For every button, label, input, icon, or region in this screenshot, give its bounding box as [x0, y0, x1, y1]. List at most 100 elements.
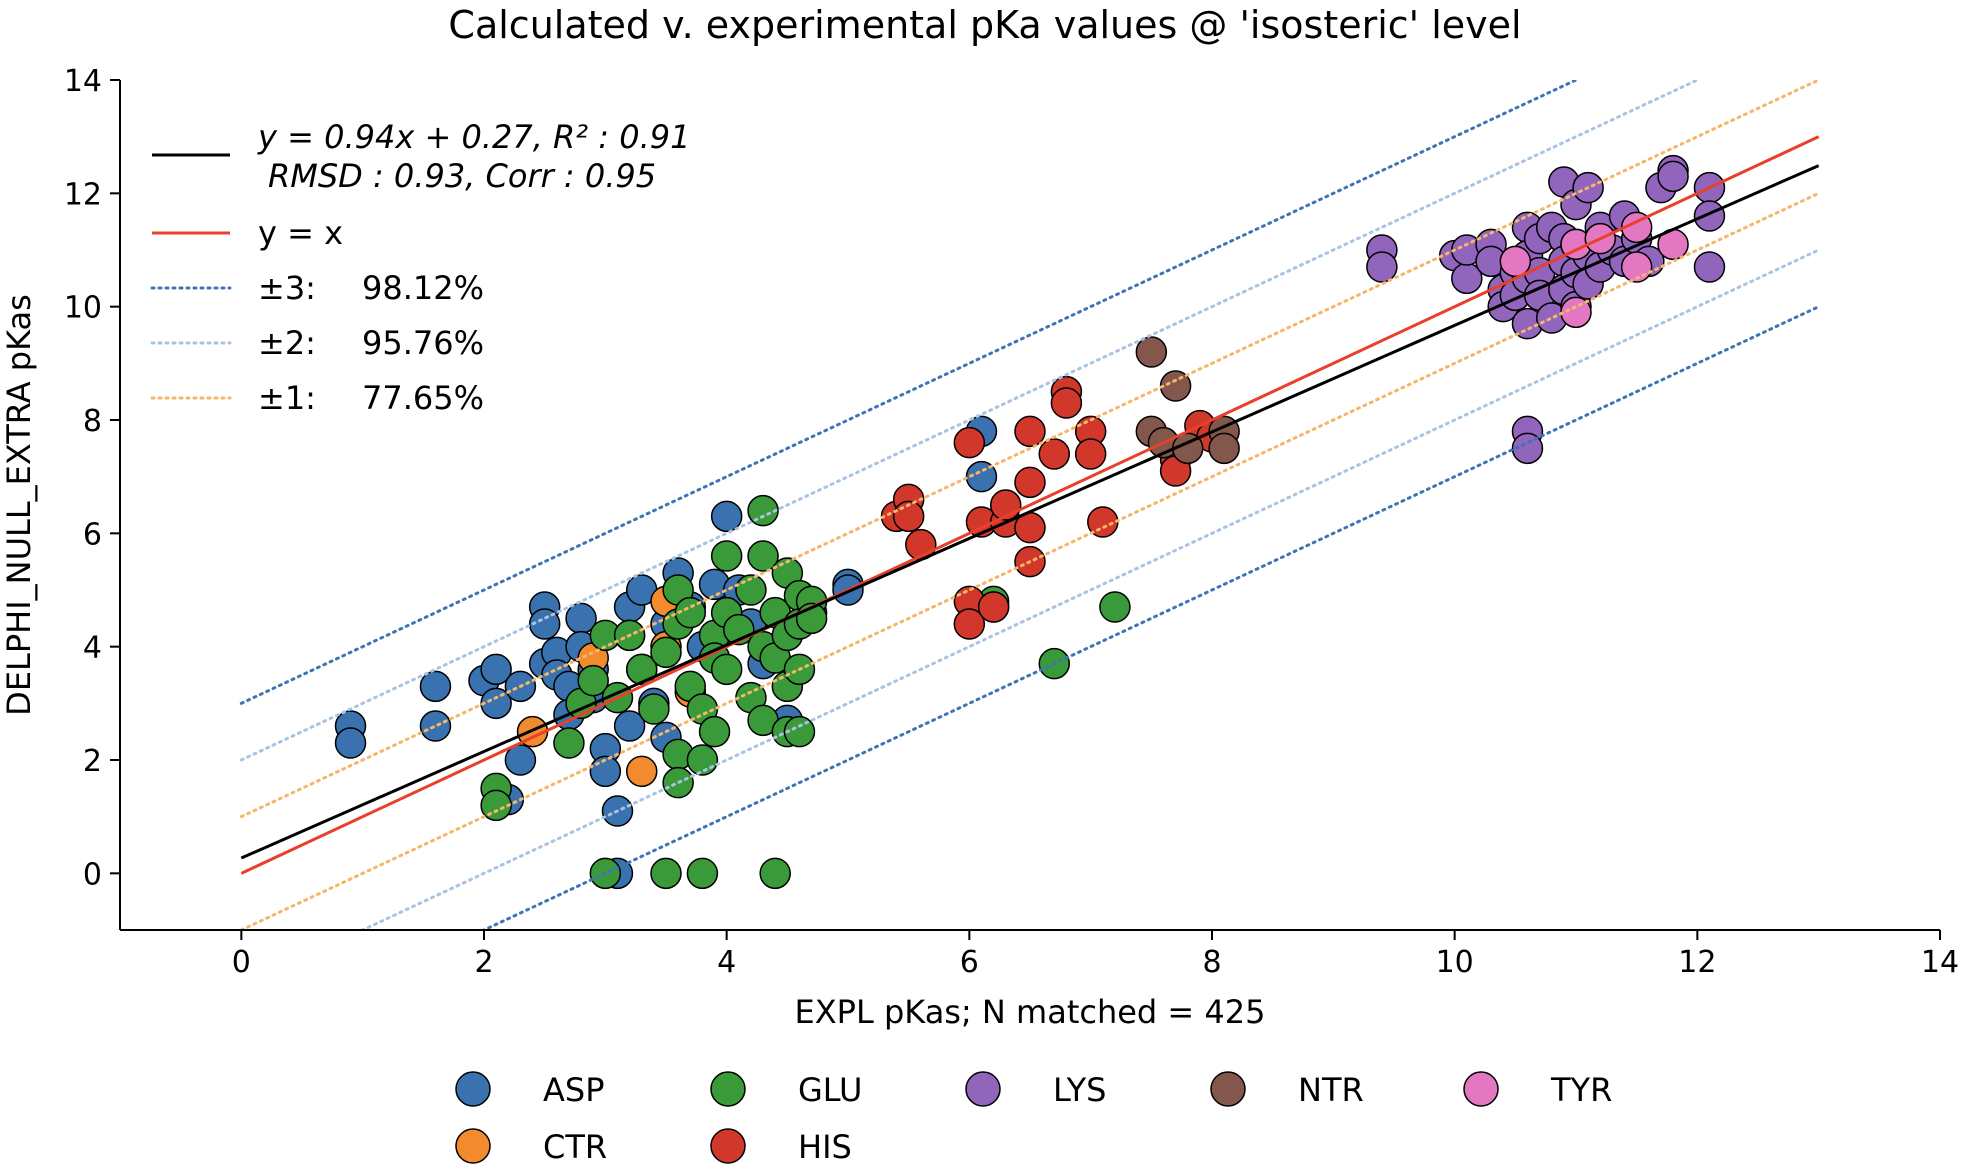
band3-upper-line — [239, 80, 1580, 705]
fit-line — [240, 164, 1820, 860]
y-tick-label: 14 — [64, 64, 102, 99]
point-asp — [334, 727, 367, 759]
y-tick-label: 4 — [83, 631, 102, 666]
y-ticks: 0 2 4 6 8 10 12 14 — [64, 64, 120, 892]
point-his — [977, 591, 1010, 623]
point-glu — [625, 653, 658, 686]
legend-tyr-marker — [1463, 1071, 1499, 1107]
y-tick-label: 6 — [83, 517, 102, 552]
legend-glu-marker — [710, 1071, 746, 1107]
x-tick-label: 6 — [960, 945, 979, 980]
point-asp — [480, 653, 512, 686]
band1-lower-line — [239, 191, 1821, 930]
y-axis-label: DELPHI_NULL_EXTRA pKas — [0, 294, 38, 716]
point-glu — [710, 540, 743, 572]
point-asp — [965, 460, 998, 493]
chart-title: Calculated v. experimental pKa values @ … — [448, 3, 1521, 47]
legend-tyr-label: TYR — [1550, 1071, 1612, 1109]
axes — [119, 80, 1940, 931]
point-asp — [613, 710, 646, 742]
band3-lower-line — [480, 305, 1821, 930]
x-tick-label: 0 — [232, 945, 251, 980]
point-lys — [1693, 200, 1726, 232]
legend-fit-label-line2: RMSD : 0.93, Corr : 0.95 — [268, 157, 656, 195]
legend-band1-value: 77.65% — [362, 379, 484, 417]
legend-asp-label: ASP — [543, 1071, 605, 1109]
x-ticks: 0 2 4 6 8 10 12 14 — [232, 930, 1959, 980]
point-lys — [1693, 251, 1726, 283]
point-asp — [504, 744, 537, 776]
point-glu — [480, 789, 512, 822]
legend-ntr-label: NTR — [1298, 1071, 1364, 1109]
identity-line — [240, 135, 1820, 875]
reference-lines — [239, 80, 1821, 930]
point-tyr — [1499, 245, 1532, 278]
legend-lys-marker — [965, 1071, 1001, 1107]
y-tick-label: 8 — [83, 404, 102, 439]
point-lys — [1366, 251, 1398, 283]
point-glu — [783, 715, 816, 748]
legend-ntr-marker — [1210, 1071, 1246, 1107]
point-lys — [1511, 432, 1544, 465]
point-asp — [710, 500, 743, 533]
legend-identity-label: y = x — [258, 214, 343, 252]
y-tick-label: 0 — [83, 857, 102, 892]
scatter-points — [334, 154, 1726, 890]
band2-upper-line — [239, 80, 1701, 762]
point-his — [1014, 415, 1046, 448]
point-asp — [419, 710, 452, 742]
point-glu — [686, 744, 719, 776]
point-glu — [759, 857, 791, 890]
point-ntr — [1135, 336, 1168, 368]
legend-band2-key: ±2: — [258, 324, 316, 362]
y-tick-label: 2 — [83, 744, 102, 779]
x-tick-label: 2 — [474, 945, 493, 980]
point-his — [1038, 438, 1071, 470]
band1-upper-line — [239, 80, 1821, 819]
point-glu — [698, 715, 731, 748]
x-tick-label: 14 — [1921, 945, 1959, 980]
legend-band3-value: 98.12% — [362, 269, 484, 307]
point-glu — [686, 857, 719, 890]
legend-ctr-marker — [455, 1128, 491, 1164]
x-tick-label: 4 — [717, 945, 736, 980]
point-glu — [710, 653, 743, 686]
legend-lys-label: LYS — [1053, 1071, 1106, 1109]
legend-his-label: HIS — [798, 1128, 852, 1166]
legend-fit-label-line1: y = 0.94x + 0.27, R² : 0.91 — [257, 118, 690, 156]
point-his — [1014, 466, 1046, 499]
legend-glu-label: GLU — [798, 1071, 862, 1109]
y-tick-label: 10 — [64, 291, 102, 326]
legend-asp-marker — [455, 1071, 491, 1107]
point-glu — [1099, 591, 1131, 623]
point-glu — [577, 664, 609, 697]
legend-band1-key: ±1: — [258, 379, 316, 417]
point-asp — [419, 670, 452, 703]
band2-lower-line — [359, 248, 1821, 930]
x-axis-label: EXPL pKas; N matched = 425 — [795, 993, 1266, 1031]
point-glu — [650, 857, 682, 890]
legend-band2-value: 95.76% — [362, 324, 484, 362]
legend-ctr-label: CTR — [543, 1128, 607, 1166]
point-glu — [553, 727, 585, 759]
x-tick-label: 8 — [1202, 945, 1221, 980]
series-legend: ASP CTR GLU HIS LYS NTR TYR — [455, 1071, 1612, 1166]
legend-his-marker — [710, 1128, 746, 1164]
point-his — [953, 608, 986, 640]
point-his — [1074, 438, 1107, 470]
legend-band3-key: ±3: — [258, 269, 316, 307]
point-glu — [650, 636, 682, 669]
y-tick-label: 12 — [64, 177, 102, 212]
point-glu — [747, 494, 779, 527]
point-his — [1050, 387, 1083, 419]
point-ntr — [1208, 432, 1240, 465]
point-glu — [674, 596, 707, 629]
point-glu — [747, 540, 779, 572]
point-asp — [528, 608, 561, 640]
x-tick-label: 10 — [1436, 945, 1474, 980]
point-glu — [638, 693, 670, 725]
point-his — [953, 426, 986, 459]
line-legend: y = 0.94x + 0.27, R² : 0.91 RMSD : 0.93,… — [150, 118, 690, 417]
point-lys — [1657, 160, 1689, 193]
